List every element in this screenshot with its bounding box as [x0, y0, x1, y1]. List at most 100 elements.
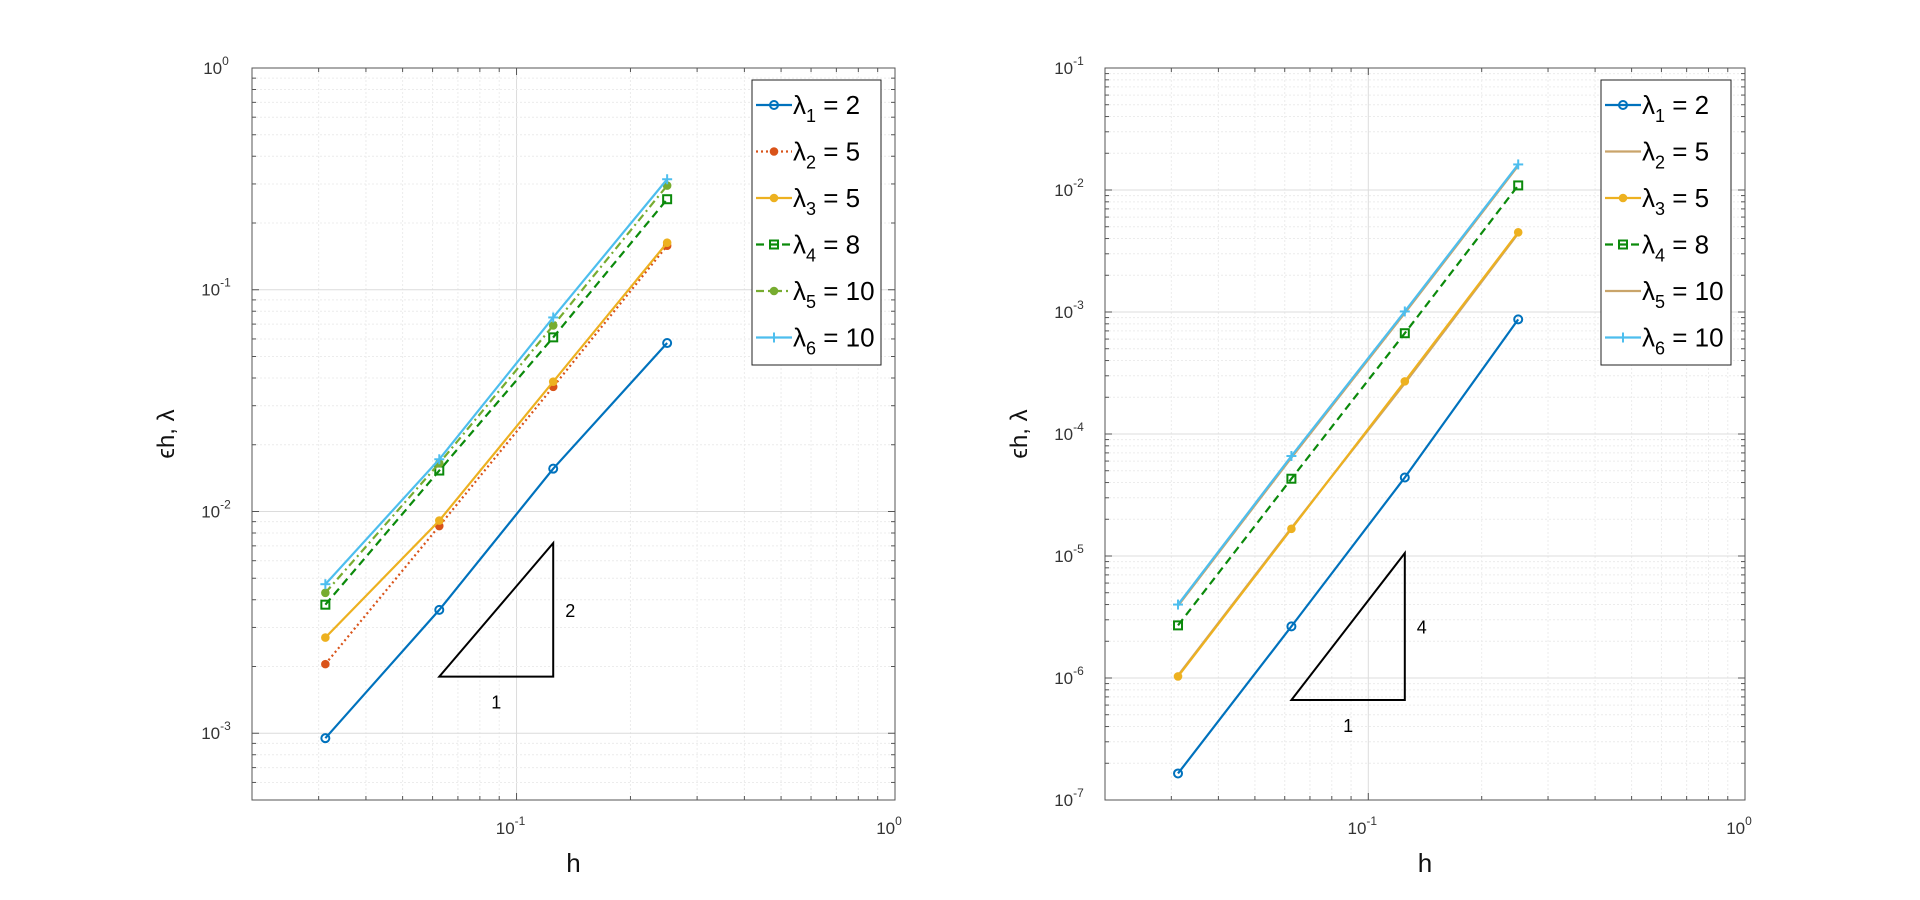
data-point — [321, 633, 330, 642]
data-point — [548, 377, 558, 386]
slope-run-label: 1 — [1343, 716, 1353, 736]
data-point — [1513, 314, 1524, 325]
slope-triangle: 14 — [1289, 550, 1427, 736]
legend-entry: λ5 = 10 — [756, 276, 875, 312]
legend-entry: λ3 = 5 — [1605, 183, 1709, 219]
x-axis-label: h — [1418, 848, 1432, 878]
legend-entry: λ4 = 8 — [1605, 230, 1709, 266]
series-3 — [321, 238, 672, 642]
data-point — [769, 100, 779, 110]
y-tick-label: 10-4 — [1054, 420, 1084, 444]
y-tick-label: 100 — [203, 54, 229, 78]
data-point — [434, 454, 445, 465]
series-line — [324, 178, 668, 585]
series-3 — [1173, 228, 1523, 681]
series-line — [1177, 318, 1520, 775]
data-point — [1173, 620, 1184, 631]
data-point — [1399, 306, 1410, 317]
data-point — [321, 588, 330, 598]
data-point — [1173, 768, 1184, 779]
data-point — [1399, 472, 1410, 483]
data-point — [548, 312, 559, 323]
slope-triangle: 12 — [437, 540, 575, 713]
ticks — [1104, 67, 1746, 801]
data-point — [434, 604, 445, 615]
legend-label: λ5 = 10 — [793, 276, 875, 312]
x-tick-label: 100 — [876, 814, 902, 838]
ticks — [251, 67, 896, 801]
y-tick-label: 10-1 — [201, 276, 231, 300]
legend-entry: λ4 = 8 — [756, 230, 860, 266]
legend-label: λ3 = 5 — [1642, 183, 1709, 219]
data-point — [548, 321, 558, 330]
legend-label: λ1 = 2 — [793, 90, 860, 126]
y-tick-label: 10-1 — [1054, 54, 1084, 78]
legend-label: λ2 = 5 — [793, 137, 860, 173]
series-line — [324, 342, 668, 739]
legend-entry: λ6 = 10 — [1605, 323, 1724, 359]
legend-entry: λ1 = 2 — [756, 90, 860, 126]
series-line — [324, 198, 668, 606]
series-1 — [1173, 314, 1524, 779]
slope-run-label: 1 — [491, 693, 501, 713]
y-tick-label: 10-2 — [1054, 176, 1084, 200]
axes-box — [251, 67, 896, 801]
series-line — [1177, 184, 1520, 627]
data-point — [1513, 180, 1524, 191]
data-point — [662, 338, 673, 349]
data-point — [769, 332, 779, 343]
data-point — [1173, 672, 1183, 681]
data-point — [1286, 451, 1297, 462]
data-point — [1618, 193, 1628, 203]
legend-label: λ5 = 10 — [1642, 276, 1724, 312]
slope-rise-label: 2 — [565, 601, 575, 621]
data-point — [1400, 377, 1410, 386]
series-6 — [320, 174, 673, 590]
grid — [251, 67, 896, 801]
series-4 — [1173, 180, 1524, 631]
data-point — [662, 174, 673, 185]
x-axis-label: h — [566, 848, 580, 878]
data-point — [320, 733, 331, 744]
data-point — [1399, 328, 1410, 339]
x-tick-label: 10-1 — [496, 814, 526, 838]
legend-entry: λ6 = 10 — [756, 323, 875, 359]
data-point — [662, 238, 672, 247]
data-point — [1287, 524, 1296, 534]
data-point — [321, 659, 330, 669]
slope-triangle-shape — [1289, 550, 1406, 702]
legend-entry: λ2 = 5 — [756, 137, 860, 173]
legend-box — [1600, 79, 1732, 366]
data-point — [1618, 332, 1628, 343]
series-line — [1177, 231, 1520, 678]
y-tick-label: 10-6 — [1054, 664, 1084, 688]
legend-label: λ4 = 8 — [1642, 230, 1709, 266]
x-tick-label: 10-1 — [1348, 814, 1378, 838]
y-tick-label: 10-2 — [201, 497, 231, 521]
series-line — [324, 241, 668, 639]
series-6 — [1173, 159, 1524, 610]
legend-label: λ6 = 10 — [793, 323, 875, 359]
data-point — [769, 147, 779, 156]
legend-entry: λ2 = 5 — [1605, 137, 1709, 173]
legend-label: λ1 = 2 — [1642, 90, 1709, 126]
data-point — [548, 463, 559, 474]
series-1 — [320, 338, 673, 744]
legend-label: λ6 = 10 — [1642, 323, 1724, 359]
legend-label: λ4 = 8 — [793, 230, 860, 266]
data-point — [1618, 100, 1628, 110]
data-point — [548, 332, 559, 343]
data-point — [1513, 159, 1524, 170]
legend-label: λ2 = 5 — [1642, 137, 1709, 173]
series-4 — [320, 194, 673, 610]
slope-rise-label: 4 — [1417, 618, 1427, 638]
data-point — [1286, 473, 1297, 484]
legend: λ1 = 2 λ2 = 5 λ3 = 5 λ4 = 8 λ5 = 10 λ6 = 10 — [1600, 79, 1732, 366]
y-tick-label: 10-7 — [1054, 786, 1084, 810]
data-point — [662, 194, 673, 205]
data-point — [769, 193, 779, 203]
y-tick-label: 10-3 — [1054, 298, 1084, 322]
legend: λ1 = 2 λ2 = 5 λ3 = 5 λ4 = 8 λ5 = 10 λ6 = 10 — [751, 79, 882, 366]
